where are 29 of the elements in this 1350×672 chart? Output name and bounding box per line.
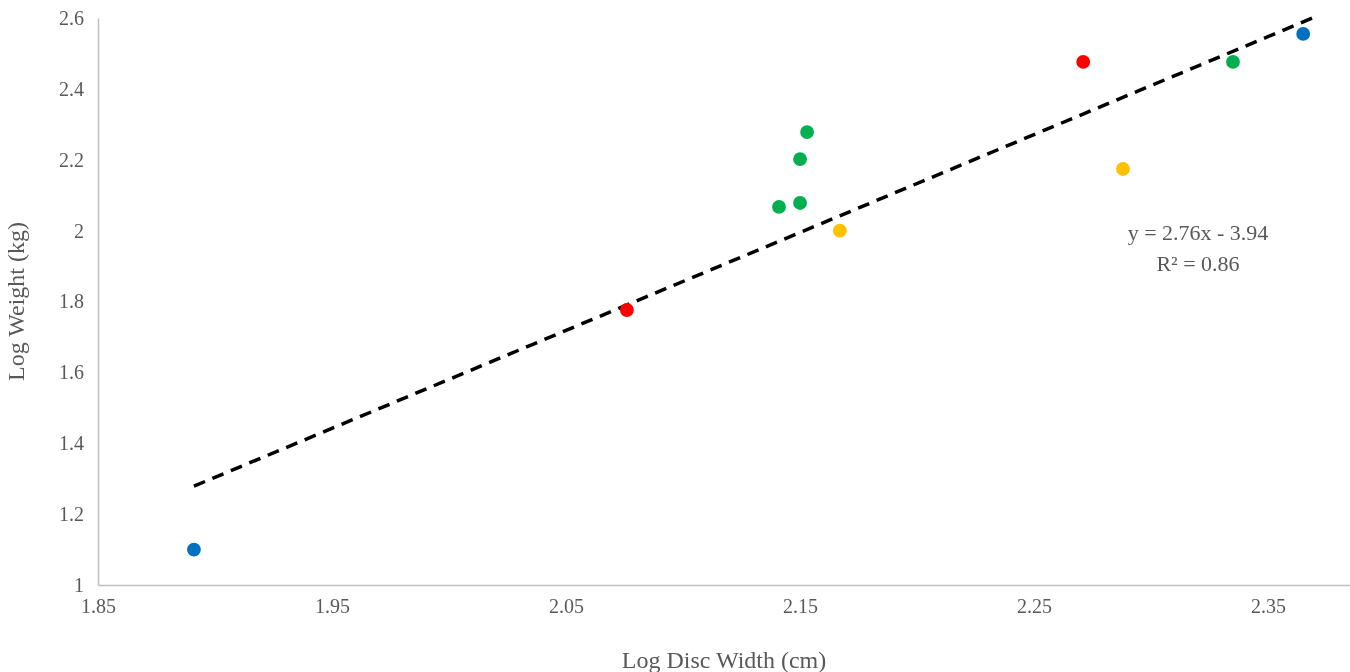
annotation: y = 2.76x - 3.94 — [1127, 220, 1269, 245]
annotation: R² = 0.86 — [1156, 251, 1240, 276]
x-tick-label: 1.95 — [315, 595, 351, 618]
y-tick-label: 1.4 — [59, 432, 84, 455]
point — [793, 196, 807, 210]
point — [1076, 55, 1091, 69]
x-tick-label: 2.25 — [1017, 595, 1053, 618]
x-tick-label: 2.15 — [783, 595, 819, 618]
y-tick-label: 2.6 — [59, 6, 84, 29]
x-tick-label: 2.05 — [549, 595, 585, 618]
point — [832, 223, 847, 238]
point — [187, 542, 201, 557]
y-tick-label: 1 — [74, 573, 84, 596]
point — [619, 303, 634, 317]
x-tick-label: 1.85 — [81, 595, 116, 618]
y-tick-label: 1.6 — [59, 361, 84, 384]
point — [793, 152, 807, 166]
point — [772, 199, 786, 214]
y-tick-label: 2 — [74, 219, 84, 242]
y-tick-label: 2.4 — [59, 77, 84, 100]
y-tick-label: 1.8 — [59, 290, 84, 313]
point — [1226, 55, 1240, 69]
y-tick-label: 1.2 — [59, 503, 84, 526]
x-tick-label: 2.35 — [1251, 595, 1287, 618]
y-tick-label: 2.2 — [59, 148, 84, 171]
point — [1116, 162, 1130, 176]
y-axis-title: Log Weight (kg) — [3, 222, 29, 381]
point — [800, 125, 814, 140]
point — [1296, 27, 1311, 41]
